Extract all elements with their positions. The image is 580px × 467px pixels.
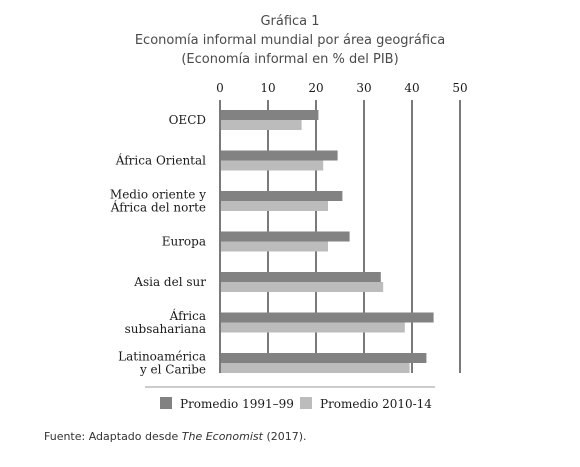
x-tick-label-50: 50 [452, 81, 467, 95]
category-label-5-line-1: subsahariana [125, 322, 206, 336]
bar-2-series-0 [221, 191, 343, 201]
legend-swatch-1 [300, 397, 312, 409]
bar-chart: 0 10 20 30 40 50 OECD África Oriental Medio ori… [110, 81, 468, 411]
bars [221, 110, 434, 373]
x-tick-labels: 0 10 20 30 40 50 [216, 81, 467, 95]
category-label-0: OECD [169, 113, 206, 127]
bar-5-series-1 [221, 322, 405, 333]
x-tick-label-40: 40 [404, 81, 419, 95]
bar-2-series-1 [221, 201, 328, 211]
chart-title: Gráfica 1 [260, 14, 320, 29]
legend-label-0: Promedio 1991–99 [180, 397, 294, 411]
x-tick-label-0: 0 [216, 81, 224, 95]
category-label-5-line-0: África [169, 308, 206, 323]
bar-3-series-0 [221, 231, 350, 242]
source-work: The Economist [181, 430, 263, 443]
x-tick-label-20: 20 [308, 81, 323, 95]
bar-1-series-1 [221, 160, 324, 171]
chart-subtitle-unit: (Economía informal en % del PIB) [181, 52, 399, 67]
category-label-6-line-1: y el Caribe [139, 363, 206, 377]
source-note: Fuente: Adaptado desde The Economist (20… [44, 430, 307, 443]
category-label-6-line-0: Latinoamérica [118, 350, 206, 364]
source-prefix: Fuente: Adaptado desde [44, 430, 182, 443]
bar-5-series-0 [221, 312, 434, 323]
bar-0-series-1 [221, 120, 302, 130]
legend-label-1: Promedio 2010-14 [320, 397, 432, 411]
category-label-2-line-1: África del norte [110, 200, 206, 215]
x-tick-label-30: 30 [356, 81, 371, 95]
bar-4-series-1 [221, 282, 384, 292]
source-suffix: (2017). [262, 430, 307, 443]
chart-subtitle: Economía informal mundial por área geogr… [134, 33, 446, 48]
legend-swatch-0 [160, 397, 172, 409]
category-label-2-line-0: Medio oriente y [110, 188, 206, 202]
category-label-1: África Oriental [115, 153, 206, 168]
bar-0-series-0 [221, 110, 319, 120]
bar-1-series-0 [221, 150, 338, 161]
category-label-4: Asia del sur [133, 275, 206, 289]
x-tick-label-10: 10 [260, 81, 275, 95]
bar-4-series-0 [221, 272, 381, 282]
legend: Promedio 1991–99 Promedio 2010-14 [145, 386, 435, 411]
category-label-3: Europa [162, 235, 206, 249]
bar-6-series-0 [221, 353, 427, 363]
bar-6-series-1 [221, 363, 410, 373]
bar-3-series-1 [221, 241, 328, 252]
